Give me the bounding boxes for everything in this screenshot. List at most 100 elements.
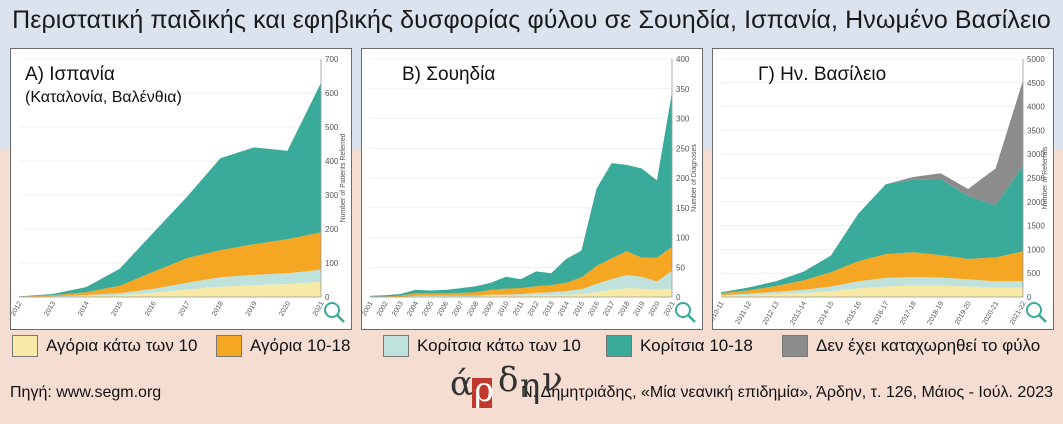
x-tick-label: 2012-13 (762, 300, 781, 326)
y-tick-label: 3500 (1027, 126, 1045, 135)
x-tick-label: 2019 (633, 300, 647, 317)
x-tick-label: 2010 (497, 300, 511, 317)
legend-swatch (606, 335, 632, 357)
source-text: Πηγή: www.segm.org (10, 384, 162, 401)
x-tick-label: 2015 (111, 300, 125, 317)
legend-label: Κορίτσια κάτω των 10 (417, 336, 581, 355)
x-tick-label: 2018 (211, 300, 225, 317)
legend-item-girls-10-18: Κορίτσια 10-18 (606, 335, 753, 357)
area-girls_10_18 (19, 82, 321, 297)
x-tick-label: 2009 (482, 300, 496, 317)
legend-item-unrecorded: Δεν έχει καταχωρηθεί το φύλο (782, 335, 1040, 357)
y-tick-label: 0 (1027, 293, 1032, 302)
area-girls_under10 (370, 270, 672, 297)
x-tick-label: 2016-17 (872, 300, 891, 326)
sweden-title: Β) Σουηδία (402, 64, 496, 85)
x-tick-label: 2018-19 (926, 300, 945, 326)
y-tick-label: 400 (676, 55, 690, 64)
y-tick-label: 200 (325, 225, 339, 234)
x-tick-label: 2014-15 (817, 300, 836, 326)
x-tick-label: 2017-18 (899, 300, 918, 326)
magnifier-icon (1026, 302, 1047, 323)
y-tick-label: 500 (1027, 269, 1041, 278)
y-tick-label: 250 (676, 144, 690, 153)
spain-chart: 0 100 200 300 400 500 600 700 2012 2013 2014 2015 20… (11, 55, 347, 323)
x-tick-label: 2008 (467, 300, 481, 317)
legend-swatch (383, 335, 409, 357)
logo-letter: ά (450, 364, 473, 404)
panel-spain: 0 100 200 300 400 500 600 700 2012 2013 2014 2015 20… (10, 48, 352, 330)
x-tick-label: 2011 (512, 300, 526, 317)
chart-title: Περιστατική παιδικής και εφηβικής δυσφορ… (12, 6, 1051, 34)
logo-letter: δ (498, 360, 519, 400)
y-axis-label: Number of Patients Referred (340, 133, 347, 222)
x-tick-label: 2015-16 (844, 300, 863, 326)
legend-label: Κορίτσια 10-18 (640, 336, 753, 355)
y-axis-label: Number of Referrals (1042, 146, 1049, 210)
sweden-chart: 0 50 100 150 200 250 300 350 400 2001 2002 2003 2004… (362, 55, 698, 323)
legend-label: Αγόρια 10-18 (250, 336, 351, 355)
ardin-logo: ά ρ δ η ν (448, 360, 566, 410)
y-tick-label: 600 (325, 89, 339, 98)
x-tick-label: 2012 (11, 300, 24, 317)
y-tick-label: 0 (676, 293, 681, 302)
y-tick-label: 350 (676, 85, 690, 94)
y-tick-label: 150 (676, 204, 690, 213)
x-tick-label: 2016 (587, 300, 601, 317)
x-tick-label: 2017 (602, 300, 616, 317)
x-tick-label: 2002 (376, 300, 390, 317)
x-tick-label: 2013 (542, 300, 556, 317)
area-boys_10_18 (19, 232, 321, 297)
logo-letter: ν (542, 360, 563, 400)
area-girls_under10 (19, 269, 321, 297)
uk-title: Γ) Ην. Βασίλειο (758, 64, 887, 85)
x-tick-label: 2021-22 (1009, 300, 1028, 326)
panel-sweden: 0 50 100 150 200 250 300 350 400 2001 2002 2003 2004… (361, 48, 703, 330)
magnifier-icon (324, 302, 345, 323)
x-tick-label: 2018 (618, 300, 632, 317)
legend: Αγόρια κάτω των 10 Αγόρια 10-18 Κορίτσια… (0, 335, 1063, 365)
y-tick-label: 500 (325, 123, 339, 132)
x-tick-label: 2014 (77, 300, 91, 317)
uk-chart: 0 500 1000 1500 2000 2500 3000 3500 4000 4500 5000… (713, 55, 1049, 326)
x-tick-label: 2003 (391, 300, 405, 317)
legend-label: Αγόρια κάτω των 10 (46, 336, 198, 355)
legend-item-boys-10-18: Αγόρια 10-18 (216, 335, 350, 357)
x-tick-label: 2017 (178, 300, 192, 317)
y-tick-label: 100 (325, 259, 339, 268)
area-boys_10_18 (721, 251, 1023, 296)
x-tick-label: 2010-11 (713, 300, 726, 325)
y-tick-label: 1000 (1027, 245, 1045, 254)
area-boys_under10 (721, 285, 1023, 297)
spain-subtitle: (Καταλονία, Βαλένθια) (25, 89, 182, 106)
x-tick-label: 2012 (527, 300, 541, 317)
y-tick-label: 400 (325, 157, 339, 166)
x-tick-label: 2001 (362, 300, 375, 317)
y-tick-label: 300 (325, 191, 339, 200)
x-tick-label: 2014 (557, 300, 571, 317)
x-tick-label: 2019-20 (954, 300, 973, 326)
x-tick-label: 2021 (312, 300, 326, 317)
y-tick-label: 5000 (1027, 55, 1045, 64)
y-tick-label: 4500 (1027, 79, 1045, 88)
area-boys_under10 (370, 288, 672, 297)
area-boys_under10 (19, 281, 321, 297)
y-tick-label: 200 (676, 174, 690, 183)
y-tick-label: 50 (676, 263, 685, 272)
x-tick-label: 2020-21 (981, 300, 1000, 326)
legend-swatch (216, 335, 242, 357)
x-tick-label: 2013 (43, 300, 57, 317)
y-tick-label: 300 (676, 115, 690, 124)
panel-uk: 0 500 1000 1500 2000 2500 3000 3500 4000 4500 5000… (712, 48, 1054, 330)
y-tick-label: 1500 (1027, 222, 1045, 231)
legend-item-girls-under10: Κορίτσια κάτω των 10 (383, 335, 581, 357)
legend-swatch (782, 335, 808, 357)
area-boys_10_18 (370, 247, 672, 297)
y-tick-label: 100 (676, 234, 690, 243)
area-girls_10_18 (370, 92, 672, 297)
x-tick-label: 2016 (144, 300, 158, 317)
y-tick-label: 2000 (1027, 198, 1045, 207)
y-axis-label: Number of Diagnoses (691, 144, 698, 212)
x-tick-label: 2004 (406, 300, 420, 317)
x-tick-label: 2020 (278, 300, 292, 317)
